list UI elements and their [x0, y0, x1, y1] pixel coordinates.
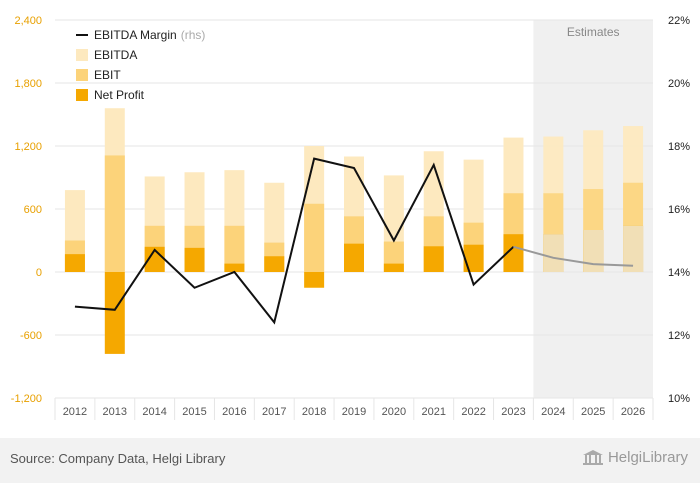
- legend-swatch-ebitda: [76, 49, 88, 61]
- x-tick-label: 2023: [501, 406, 525, 418]
- x-tick-label: 2015: [182, 406, 206, 418]
- y-left-tick-label: 1,800: [14, 78, 42, 90]
- legend-label-net-profit: Net Profit: [94, 88, 145, 102]
- legend-swatch-ebit: [76, 69, 88, 81]
- net-profit-bar-estimate: [543, 234, 564, 272]
- legend-label-ebitda: EBITDA: [94, 48, 137, 62]
- source-note: Source: Company Data, Helgi Library: [10, 451, 226, 466]
- chart: Estimates -1,200 -600 0 600 1,200 1,800 2,400 1…: [11, 15, 690, 420]
- net-profit-bar: [383, 263, 404, 272]
- ebit-bar: [104, 155, 125, 272]
- legend-label-ebit: EBIT: [94, 68, 121, 82]
- x-tick-label: 2017: [262, 406, 286, 418]
- net-profit-bar-estimate: [583, 230, 604, 272]
- x-tick-label: 2019: [342, 406, 366, 418]
- y-left-tick-label: -1,200: [11, 393, 42, 405]
- y-left-tick-label: 0: [36, 267, 42, 279]
- x-tick-label: 2020: [382, 406, 406, 418]
- y-left-tick-label: 600: [24, 204, 42, 216]
- y-right-tick-label: 12%: [668, 330, 690, 342]
- x-tick-label: 2024: [541, 406, 565, 418]
- y-left-tick-label: 1,200: [14, 141, 42, 153]
- ebitda-margin-line-estimate: [513, 245, 634, 267]
- y-right-tick-label: 18%: [668, 141, 690, 153]
- net-profit-bar: [344, 243, 364, 272]
- footer: Source: Company Data, Helgi Library Helg…: [0, 438, 700, 483]
- y-right-tick-label: 20%: [668, 78, 690, 90]
- x-tick-label: 2021: [421, 406, 445, 418]
- y-left-tick-label: 2,400: [14, 15, 42, 27]
- ebit-bar: [224, 225, 245, 272]
- legend-label-ebitda-margin: EBITDA Margin (rhs): [94, 28, 205, 42]
- net-profit-bar: [144, 246, 165, 272]
- net-profit-bar: [104, 272, 125, 354]
- net-profit-bar: [503, 234, 524, 272]
- library-icon: [582, 449, 603, 465]
- net-profit-bar: [463, 244, 484, 272]
- net-profit-bar: [224, 263, 245, 272]
- helgi-library-logo: HelgiLibrary: [582, 449, 688, 466]
- y-left-tick-label: -600: [20, 330, 42, 342]
- x-tick-label: 2025: [581, 406, 605, 418]
- net-profit-bar: [423, 246, 444, 272]
- x-tick-label: 2013: [103, 406, 127, 418]
- net-profit-bar-estimate: [623, 225, 644, 272]
- legend-rhs-note: (rhs): [181, 28, 206, 42]
- y-right-tick-label: 10%: [668, 393, 690, 405]
- x-tick-label: 2018: [302, 406, 326, 418]
- y-right-tick-label: 14%: [668, 267, 690, 279]
- legend-series-name: EBITDA Margin: [94, 28, 177, 42]
- net-profit-bar: [304, 272, 325, 288]
- ebitda-margin-line: [74, 157, 515, 325]
- x-tick-label: 2016: [222, 406, 246, 418]
- ebit-bar: [304, 203, 325, 272]
- x-tick-label: 2012: [63, 406, 87, 418]
- net-profit-bar: [64, 254, 85, 272]
- x-tick-label: 2014: [142, 406, 166, 418]
- estimates-label: Estimates: [567, 25, 620, 39]
- x-tick-label: 2026: [621, 406, 645, 418]
- net-profit-bar: [264, 256, 285, 272]
- y-right-tick-label: 16%: [668, 204, 690, 216]
- x-tick-label: 2022: [461, 406, 485, 418]
- logo-text: HelgiLibrary: [607, 449, 688, 466]
- net-profit-bar: [184, 247, 205, 272]
- y-right-tick-label: 22%: [668, 15, 690, 27]
- legend-swatch-net-profit: [76, 89, 88, 101]
